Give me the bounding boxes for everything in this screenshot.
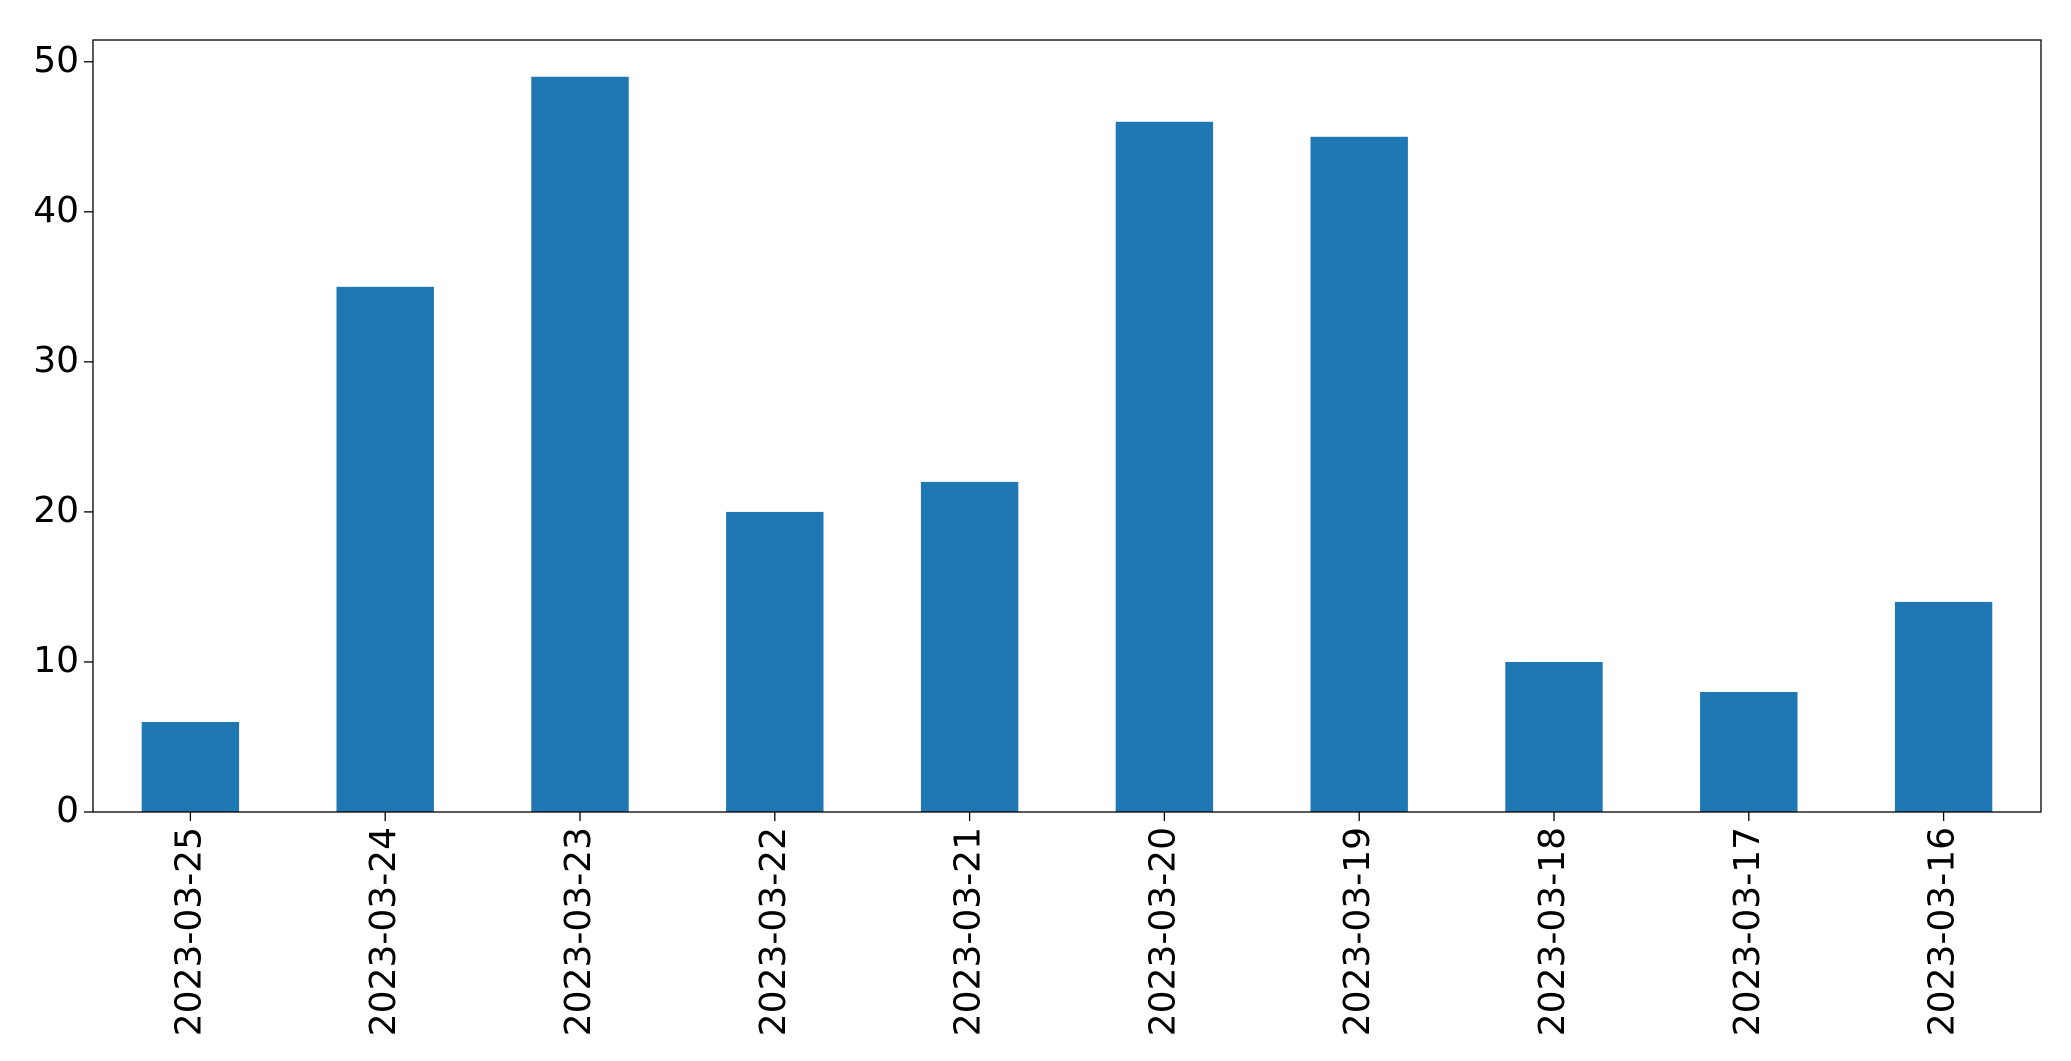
x-tick-label: 2023-03-21 bbox=[948, 827, 989, 1036]
x-tick-label: 2023-03-25 bbox=[168, 827, 209, 1036]
bar bbox=[531, 76, 629, 812]
y-tick-label: 20 bbox=[33, 490, 79, 531]
y-tick-label: 10 bbox=[33, 640, 79, 681]
x-tick-label: 2023-03-19 bbox=[1337, 827, 1378, 1036]
y-tick-label: 50 bbox=[33, 40, 79, 81]
y-tick-label: 30 bbox=[33, 340, 79, 381]
x-tick-label: 2023-03-17 bbox=[1727, 827, 1768, 1036]
y-tick-label: 40 bbox=[33, 190, 79, 231]
bar bbox=[1310, 136, 1408, 812]
bar bbox=[1894, 601, 1993, 812]
x-tick-label: 2023-03-18 bbox=[1532, 827, 1573, 1036]
bar bbox=[1115, 121, 1214, 812]
plot-frame bbox=[92, 39, 2042, 813]
x-tick-label: 2023-03-16 bbox=[1922, 827, 1963, 1036]
x-tick-label: 2023-03-22 bbox=[753, 827, 794, 1036]
x-tick-label: 2023-03-24 bbox=[363, 827, 404, 1036]
x-tick-label: 2023-03-23 bbox=[558, 827, 599, 1036]
bar bbox=[141, 721, 240, 812]
bar bbox=[1700, 691, 1798, 812]
bar bbox=[336, 286, 434, 812]
bar bbox=[726, 511, 824, 812]
y-tick-label: 0 bbox=[56, 790, 79, 831]
x-tick-label: 2023-03-20 bbox=[1142, 827, 1183, 1036]
bar bbox=[920, 481, 1019, 812]
bar bbox=[1505, 661, 1603, 812]
